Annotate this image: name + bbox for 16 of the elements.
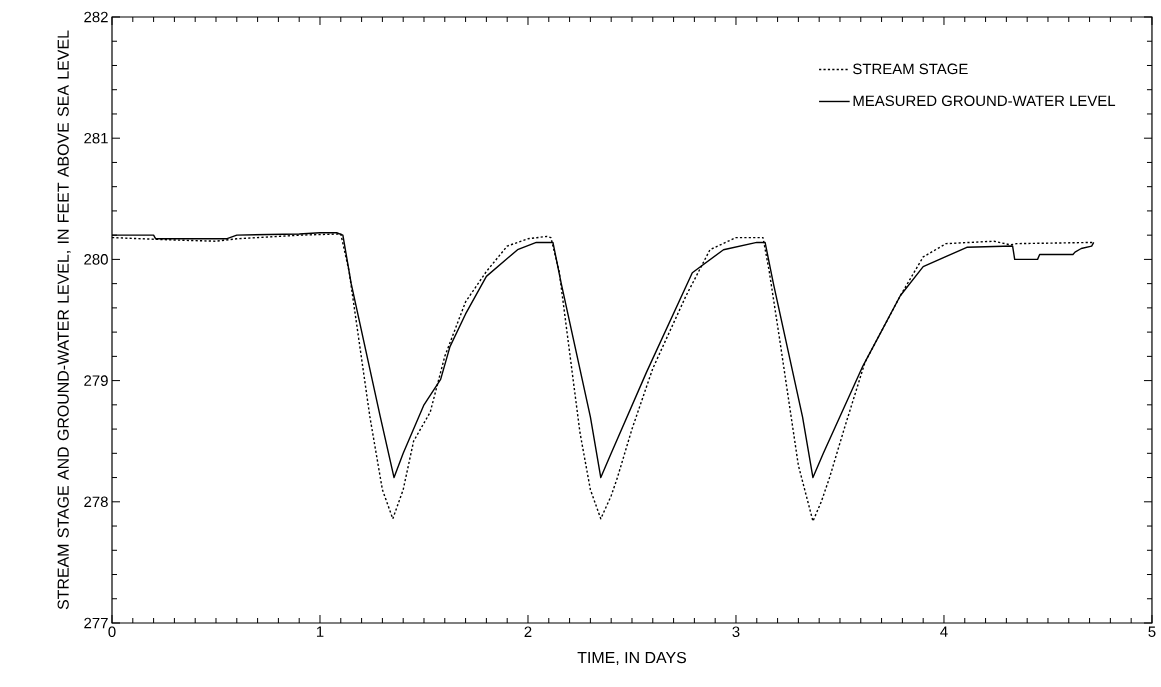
- x-tick-label: 3: [732, 626, 740, 638]
- x-tick-label: 1: [316, 626, 324, 637]
- y-tick-label: 281: [84, 132, 108, 144]
- x-axis-title: TIME, IN DAYS: [577, 651, 687, 666]
- y-tick-label: 282: [84, 11, 108, 23]
- y-axis-title: STREAM STAGE AND GROUND-WATER LEVEL, IN FEET ABOVE SEA LEVEL: [57, 30, 71, 610]
- x-tick-label: 4: [940, 626, 948, 637]
- y-tick-label: 277: [84, 617, 108, 629]
- x-tick-label: 5: [1148, 626, 1156, 637]
- legend-label: STREAM STAGE: [853, 63, 968, 75]
- y-tick-label: 279: [84, 375, 108, 386]
- legend-label: MEASURED GROUND-WATER LEVEL: [853, 95, 1116, 107]
- y-tick-label: 280: [84, 254, 108, 265]
- x-tick-label: 0: [108, 626, 116, 638]
- x-tick-label: 2: [524, 626, 532, 637]
- y-tick-label: 278: [84, 496, 108, 508]
